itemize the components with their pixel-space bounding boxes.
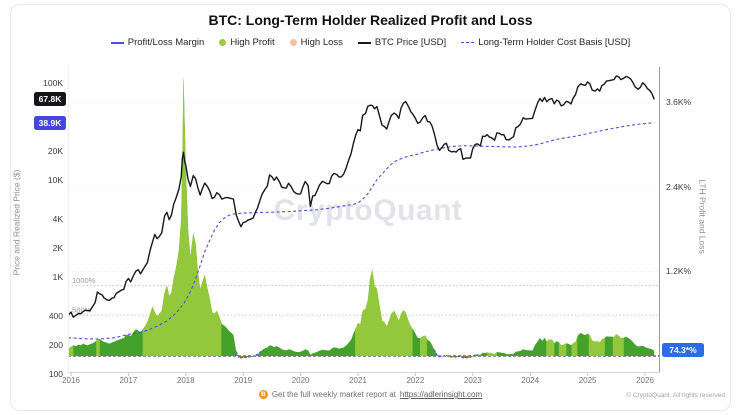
left-axis-tick-label: 4K: [52, 213, 63, 224]
line-marker-icon: [110, 41, 124, 44]
left-axis-tick-label: 200: [48, 339, 63, 350]
dot-marker-icon: [219, 39, 227, 46]
legend-item[interactable]: High Loss: [289, 37, 343, 48]
dot-marker-icon: [289, 39, 297, 46]
legend: Profit/Loss Margin High Profit High Loss BT…: [0, 37, 741, 48]
x-year-label: 2016: [62, 376, 80, 385]
copyright: © CryptoQuant. All rights reserved: [626, 392, 725, 399]
badge-cost-basis: 38.9K: [34, 115, 66, 130]
legend-item[interactable]: Profit/Loss Margin: [110, 37, 205, 48]
legend-item-label: BTC Price [USD]: [374, 37, 447, 48]
right-axis-tick-label: 1.2K%: [666, 266, 692, 277]
x-year-label: 2019: [234, 376, 253, 385]
x-year-label: 2023: [463, 376, 482, 385]
report-link[interactable]: https://adlerinsight.com: [399, 390, 483, 399]
x-year-label: 2025: [578, 376, 597, 385]
left-axis-tick-label: 20K: [47, 145, 63, 156]
x-year-label: 2024: [521, 376, 540, 385]
left-axis-tick-label: 100: [48, 369, 63, 379]
legend-item[interactable]: Long-Term Holder Cost Basis [USD]: [461, 37, 630, 48]
x-year-label: 2021: [349, 376, 367, 385]
x-year-label: 2018: [176, 376, 195, 385]
dash-marker-icon: [461, 42, 475, 43]
left-axis-tick-label: 10K: [47, 175, 63, 185]
legend-item-label: High Profit: [230, 37, 275, 48]
svg-text:580%: 580%: [72, 306, 92, 315]
page-title: BTC: Long-Term Holder Realized Profit an…: [208, 12, 533, 28]
svg-text:1000%: 1000%: [72, 276, 96, 285]
right-axis-tick-label: 2.4K%: [666, 181, 692, 192]
right-axis-tick-label: 3.6K%: [666, 97, 692, 108]
legend-item[interactable]: High Profit: [219, 37, 275, 48]
left-axis-tick-label: 2K: [52, 242, 63, 253]
y-axis-left-title: Price and Realized Price ($): [11, 169, 22, 276]
report-text: Get the full weekly market report at: [271, 390, 396, 399]
x-year-label: 2022: [406, 376, 425, 385]
badge-margin: 74.3*%: [662, 342, 704, 357]
bitcoin-icon: B: [258, 390, 268, 399]
badge-btc-price: 67.8K: [34, 92, 66, 107]
legend-item-label: High Loss: [300, 37, 343, 48]
x-year-label: 2026: [636, 376, 654, 385]
x-year-label: 2017: [119, 376, 138, 385]
x-year-label: 2020: [291, 376, 310, 385]
legend-item-label: Long-Term Holder Cost Basis [USD]: [478, 37, 631, 48]
footer: B Get the full weekly market report at h…: [0, 390, 741, 399]
left-axis-tick-label: 1K: [52, 272, 63, 282]
line-marker-icon: [357, 41, 371, 44]
legend-item[interactable]: BTC Price [USD]: [357, 37, 447, 48]
y-axis-right-title: LTH Profit and Loss: [697, 179, 708, 254]
legend-item-label: Profit/Loss Margin: [127, 37, 205, 48]
left-axis-tick-label: 400: [48, 310, 63, 321]
left-axis-tick-label: 100K: [43, 78, 63, 88]
